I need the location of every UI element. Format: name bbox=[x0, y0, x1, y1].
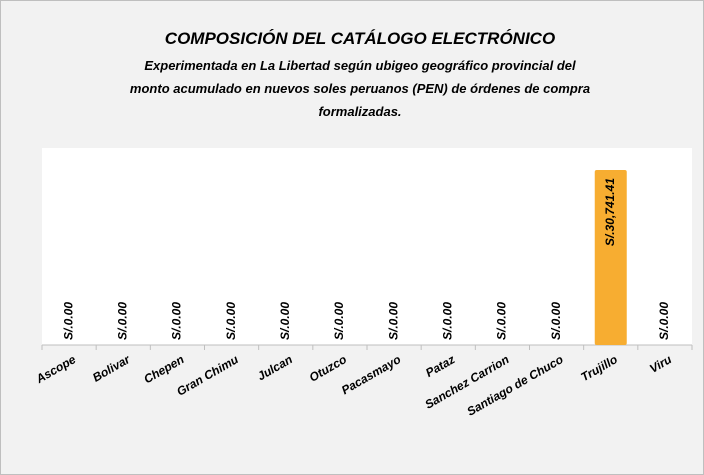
chart-subtitle: formalizadas. bbox=[318, 104, 401, 119]
chart-title: COMPOSICIÓN DEL CATÁLOGO ELECTRÓNICO bbox=[165, 29, 555, 48]
value-label: S/.0.00 bbox=[224, 302, 238, 340]
plot-area bbox=[42, 148, 692, 345]
chart-subtitle: Experimentada en La Libertad según ubige… bbox=[144, 58, 576, 73]
value-label: S/.0.00 bbox=[657, 302, 671, 340]
value-label: S/.0.00 bbox=[495, 302, 509, 340]
chart-subtitle: monto acumulado en nuevos soles peruanos… bbox=[130, 81, 590, 96]
bar bbox=[594, 170, 627, 345]
value-label: S/.0.00 bbox=[386, 302, 400, 340]
value-label: S/.0.00 bbox=[440, 302, 454, 340]
value-label: S/.30,741.41 bbox=[603, 178, 617, 246]
value-label: S/.0.00 bbox=[61, 302, 75, 340]
value-label: S/.0.00 bbox=[170, 302, 184, 340]
value-label: S/.0.00 bbox=[549, 302, 563, 340]
value-label: S/.0.00 bbox=[332, 302, 346, 340]
value-label: S/.0.00 bbox=[115, 302, 129, 340]
value-label: S/.0.00 bbox=[278, 302, 292, 340]
